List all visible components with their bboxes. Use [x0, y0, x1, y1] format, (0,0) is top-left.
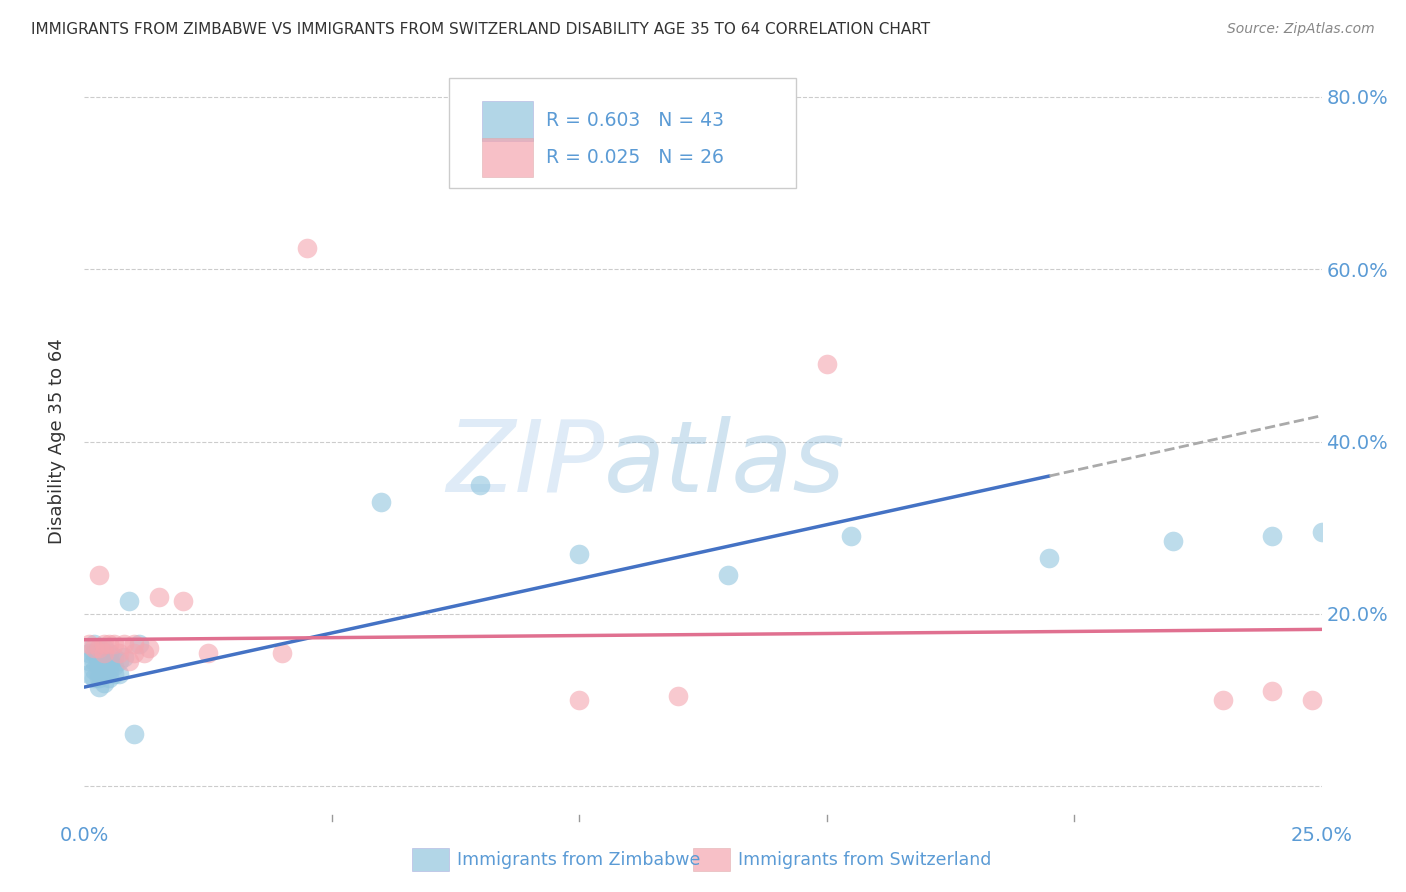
- Point: [93, 646, 115, 660]
- Point: [83, 637, 105, 651]
- Point: [93, 641, 115, 656]
- Point: [717, 568, 740, 582]
- Point: [197, 646, 219, 660]
- Point: [93, 646, 115, 660]
- Point: [79, 637, 101, 651]
- Text: R = 0.603   N = 43: R = 0.603 N = 43: [546, 112, 724, 130]
- Point: [1310, 524, 1333, 539]
- Point: [122, 727, 145, 741]
- Text: IMMIGRANTS FROM ZIMBABWE VS IMMIGRANTS FROM SWITZERLAND DISABILITY AGE 35 TO 64 : IMMIGRANTS FROM ZIMBABWE VS IMMIGRANTS F…: [31, 22, 929, 37]
- Point: [1261, 529, 1284, 543]
- Point: [89, 649, 111, 664]
- Point: [83, 646, 105, 660]
- Point: [89, 672, 111, 686]
- Point: [108, 646, 131, 660]
- Point: [89, 658, 111, 673]
- Point: [93, 654, 115, 668]
- Point: [93, 658, 115, 673]
- Point: [128, 637, 150, 651]
- Point: [841, 529, 863, 543]
- Point: [103, 649, 125, 664]
- Point: [112, 649, 135, 664]
- Point: [122, 646, 145, 660]
- Point: [93, 637, 115, 651]
- Point: [98, 637, 121, 651]
- Point: [98, 663, 121, 677]
- Point: [1301, 693, 1323, 707]
- Text: Immigrants from Zimbabwe: Immigrants from Zimbabwe: [457, 851, 700, 869]
- Point: [1261, 684, 1284, 698]
- Point: [1038, 550, 1060, 565]
- Point: [83, 672, 105, 686]
- Point: [83, 663, 105, 677]
- FancyBboxPatch shape: [481, 101, 533, 141]
- Point: [295, 241, 318, 255]
- Point: [132, 646, 155, 660]
- Point: [93, 667, 115, 681]
- Point: [93, 675, 115, 690]
- Point: [148, 590, 170, 604]
- Point: [112, 637, 135, 651]
- Text: Source: ZipAtlas.com: Source: ZipAtlas.com: [1227, 22, 1375, 37]
- Point: [89, 680, 111, 694]
- Text: atlas: atlas: [605, 416, 845, 513]
- Point: [370, 495, 392, 509]
- Point: [89, 667, 111, 681]
- Point: [568, 547, 591, 561]
- Point: [138, 641, 160, 656]
- Point: [79, 646, 101, 660]
- Text: ZIP: ZIP: [446, 416, 605, 513]
- Point: [666, 689, 689, 703]
- Point: [108, 654, 131, 668]
- Point: [83, 654, 105, 668]
- Point: [470, 477, 492, 491]
- Point: [103, 658, 125, 673]
- Point: [568, 693, 591, 707]
- Point: [79, 667, 101, 681]
- Point: [89, 641, 111, 656]
- Point: [103, 637, 125, 651]
- Text: R = 0.025   N = 26: R = 0.025 N = 26: [546, 148, 724, 167]
- Point: [815, 357, 838, 371]
- Point: [118, 594, 141, 608]
- Point: [1212, 693, 1234, 707]
- Point: [172, 594, 194, 608]
- FancyBboxPatch shape: [481, 137, 533, 177]
- Y-axis label: Disability Age 35 to 64: Disability Age 35 to 64: [48, 339, 66, 544]
- Point: [98, 646, 121, 660]
- Point: [89, 641, 111, 656]
- FancyBboxPatch shape: [450, 78, 796, 187]
- Point: [89, 654, 111, 668]
- Point: [83, 641, 105, 656]
- Point: [98, 654, 121, 668]
- Point: [89, 568, 111, 582]
- Point: [108, 667, 131, 681]
- Point: [98, 672, 121, 686]
- Text: Immigrants from Switzerland: Immigrants from Switzerland: [738, 851, 991, 869]
- Point: [79, 654, 101, 668]
- Point: [118, 654, 141, 668]
- Point: [1161, 533, 1184, 548]
- Point: [103, 667, 125, 681]
- Point: [122, 637, 145, 651]
- Point: [271, 646, 294, 660]
